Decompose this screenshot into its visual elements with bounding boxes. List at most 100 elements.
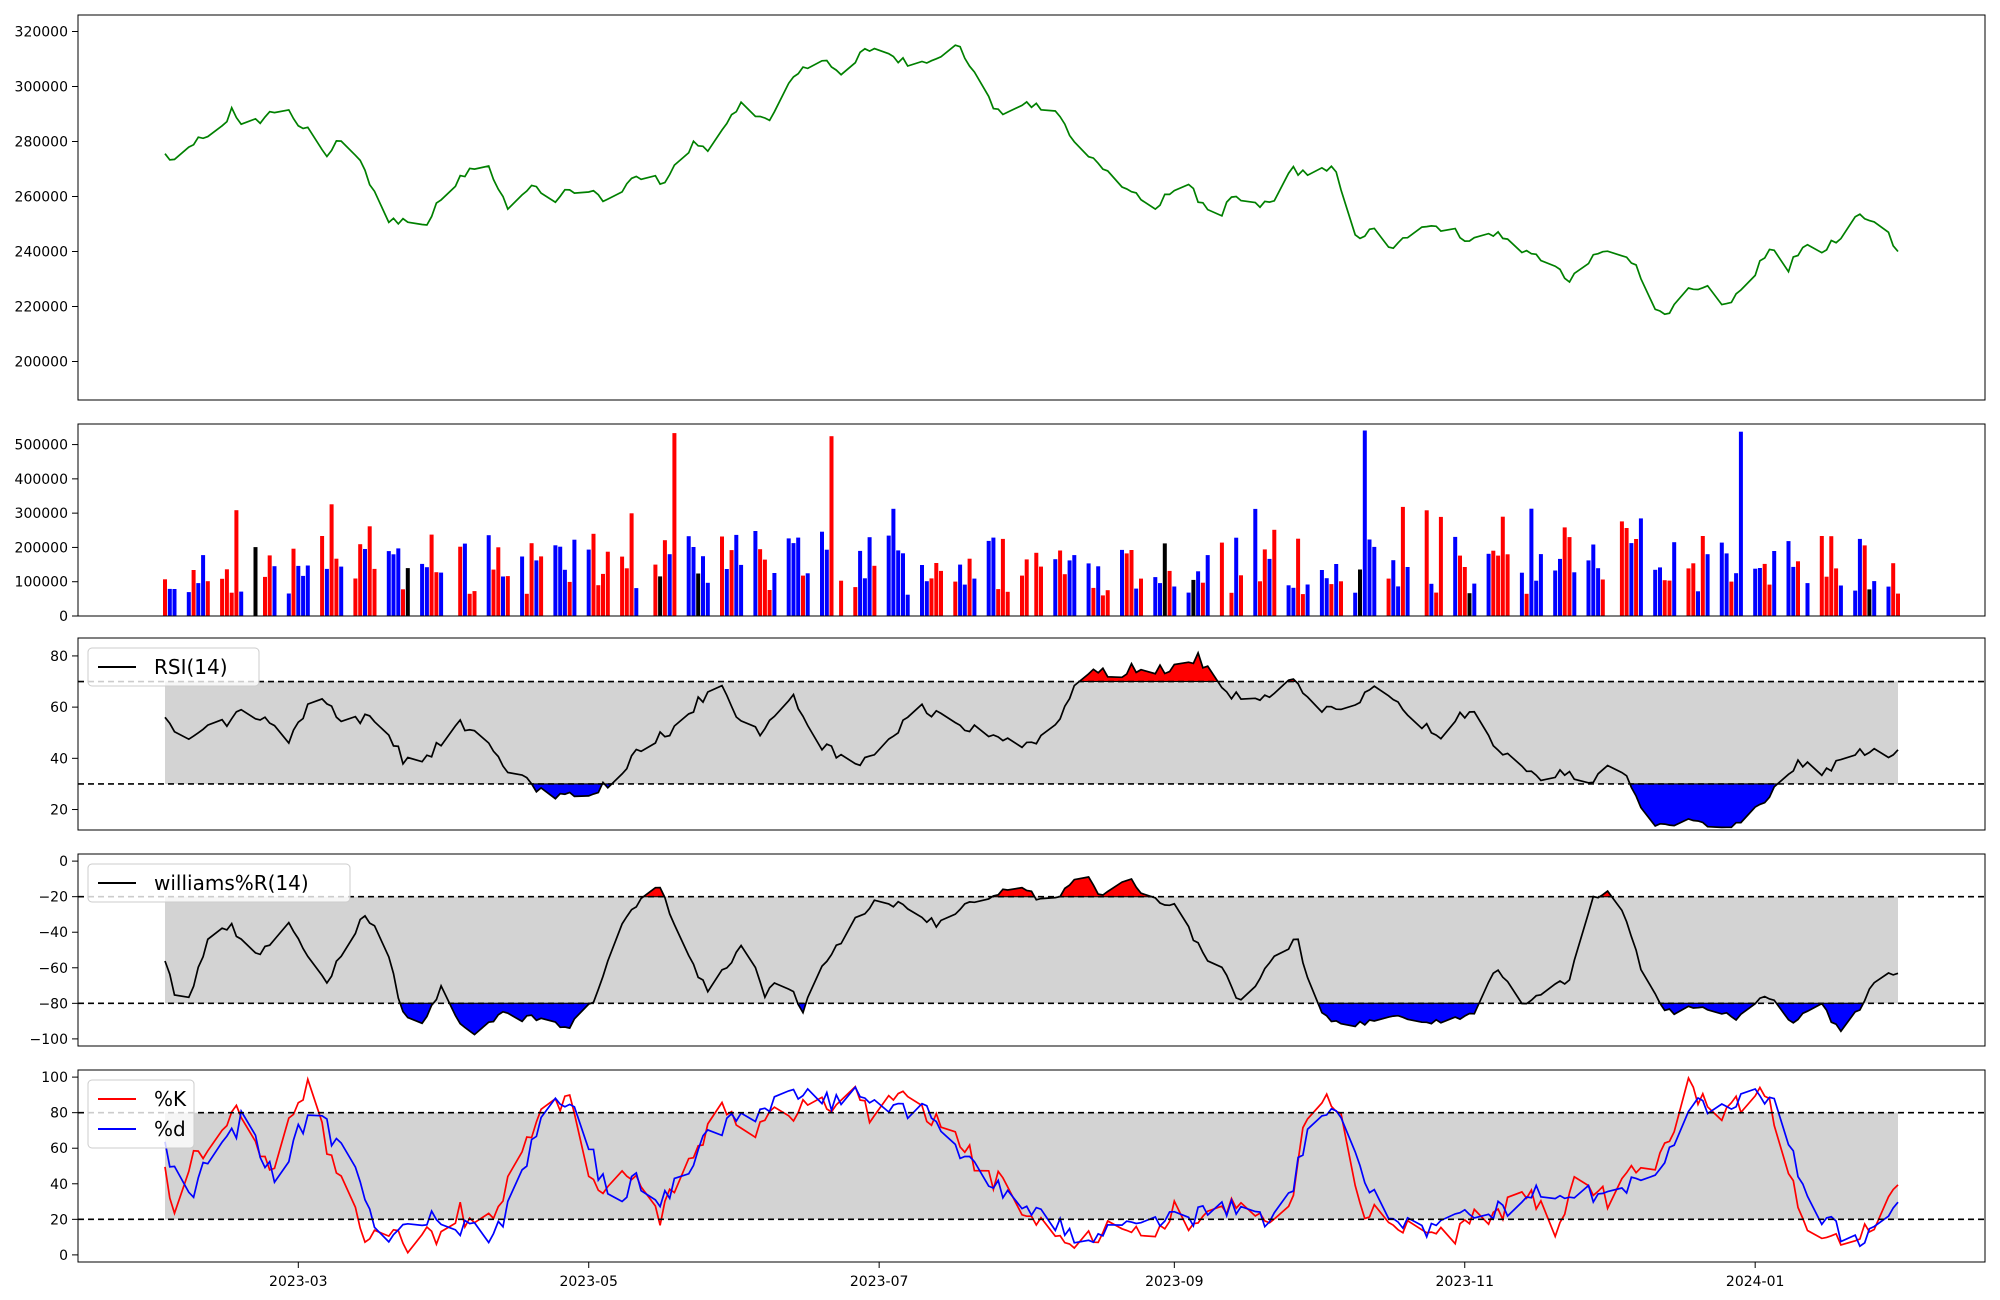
volume-bar bbox=[1738, 431, 1743, 616]
volume-bar bbox=[1462, 567, 1467, 616]
volume-bar bbox=[1753, 568, 1758, 616]
volume-bar bbox=[1324, 578, 1329, 616]
y-tick-label: 80 bbox=[50, 1106, 68, 1122]
y-tick-label: 100000 bbox=[15, 575, 68, 591]
volume-bar bbox=[339, 566, 344, 616]
volume-bar bbox=[1634, 539, 1639, 616]
volume-bar bbox=[1838, 585, 1843, 616]
volume-bar bbox=[391, 554, 396, 616]
panel-4-frame bbox=[77, 853, 1986, 1047]
volume-bar bbox=[1662, 580, 1667, 616]
volume-bar bbox=[762, 559, 767, 616]
volume-bar bbox=[801, 575, 805, 616]
volume-bar bbox=[401, 589, 405, 616]
volume-bar bbox=[1567, 537, 1572, 616]
panel-1-axes: 200000 220000 240000 260000 280000 300000 3200… bbox=[15, 25, 78, 371]
oversold-fill bbox=[530, 783, 604, 800]
volume-bar bbox=[920, 565, 924, 616]
volume-bar bbox=[1672, 542, 1677, 616]
volume-bar bbox=[705, 582, 710, 616]
volume-bar bbox=[1705, 554, 1710, 616]
volume-bar bbox=[386, 551, 391, 616]
volume-bar bbox=[1105, 590, 1110, 616]
y-tick-label: 220000 bbox=[15, 300, 68, 316]
volume-bar bbox=[1491, 550, 1496, 616]
volume-bar bbox=[791, 543, 796, 616]
volume-bar bbox=[686, 536, 691, 616]
y-tick-label: 200000 bbox=[15, 540, 68, 556]
y-tick-label: 260000 bbox=[15, 190, 68, 206]
volume-bar bbox=[1891, 563, 1896, 616]
legend-panel-3: RSI(14) bbox=[87, 647, 260, 687]
volume-bar bbox=[767, 590, 772, 616]
volume-bar bbox=[934, 563, 939, 616]
volume-bar bbox=[1453, 536, 1458, 616]
volume-bar bbox=[1629, 543, 1634, 616]
y-tick-label: 0 bbox=[59, 854, 68, 870]
volume-bar bbox=[1591, 544, 1596, 616]
volume-bar bbox=[1053, 559, 1058, 616]
y-tick-label: 400000 bbox=[15, 472, 68, 488]
volume-bar bbox=[558, 546, 563, 616]
y-tick-label: −60 bbox=[38, 961, 68, 977]
legend-panel-4: williams%R(14) bbox=[87, 863, 351, 903]
volume-bar bbox=[658, 576, 663, 616]
volume-bar bbox=[253, 547, 258, 616]
volume-bar bbox=[1791, 566, 1796, 616]
volume-bar bbox=[901, 553, 905, 616]
volume-bar bbox=[1829, 536, 1834, 616]
volume-bar bbox=[1658, 567, 1662, 616]
volume-bar bbox=[1824, 576, 1829, 616]
volume-bar bbox=[905, 594, 910, 616]
volume-bar bbox=[953, 581, 958, 616]
volume-bar bbox=[186, 592, 191, 616]
legend-box bbox=[87, 647, 260, 687]
volume-bar bbox=[720, 536, 724, 616]
volume-bar bbox=[1253, 508, 1258, 616]
volume-bar bbox=[853, 587, 858, 616]
volume-bar bbox=[696, 573, 701, 616]
volume-bar bbox=[1700, 536, 1705, 616]
volume-bar bbox=[220, 578, 225, 616]
volume-bar bbox=[620, 556, 625, 616]
y-tick-label: 0 bbox=[59, 1248, 68, 1264]
volume-bar bbox=[1619, 521, 1624, 616]
panel-2-axes: 0 100000 200000 300000 400000 500000 bbox=[15, 438, 78, 625]
volume-bar bbox=[605, 551, 610, 616]
volume-bar bbox=[1153, 577, 1158, 616]
volume-bar bbox=[1239, 575, 1243, 616]
volume-bar bbox=[1691, 563, 1696, 616]
y-tick-label: −20 bbox=[38, 890, 68, 906]
volume-bar bbox=[553, 545, 558, 616]
volume-bar bbox=[1867, 589, 1872, 616]
volume-bar bbox=[1200, 582, 1205, 616]
volume-bar bbox=[1086, 563, 1091, 616]
volume-bar bbox=[624, 568, 629, 616]
volume-bar bbox=[272, 566, 277, 616]
volume-bar bbox=[224, 569, 229, 616]
volume-bar bbox=[1039, 566, 1043, 616]
volume-bar bbox=[263, 576, 267, 616]
volume-bar bbox=[567, 581, 572, 616]
volume-bar bbox=[1762, 563, 1767, 616]
volume-bar bbox=[1100, 595, 1105, 616]
volume-bar bbox=[1372, 546, 1377, 616]
volume-bar bbox=[501, 576, 505, 616]
volume-bar bbox=[701, 556, 705, 616]
volume-bar bbox=[691, 547, 696, 616]
volume-bar bbox=[596, 585, 601, 616]
volume-bar bbox=[1319, 570, 1324, 616]
x-tick-label: 2023-11 bbox=[1436, 1274, 1495, 1290]
panel-2-frame bbox=[77, 423, 1986, 617]
volume-bar bbox=[1305, 584, 1310, 616]
volume-bar bbox=[1500, 516, 1505, 616]
y-tick-label: 60 bbox=[50, 700, 68, 716]
volume-bar bbox=[734, 534, 739, 616]
volume-bar bbox=[591, 533, 596, 616]
volume-bar bbox=[1386, 578, 1391, 616]
volume-bar bbox=[1667, 580, 1672, 616]
volume-bar bbox=[1719, 542, 1724, 616]
volume-bar bbox=[1267, 558, 1272, 616]
y-tick-label: 320000 bbox=[15, 25, 68, 41]
